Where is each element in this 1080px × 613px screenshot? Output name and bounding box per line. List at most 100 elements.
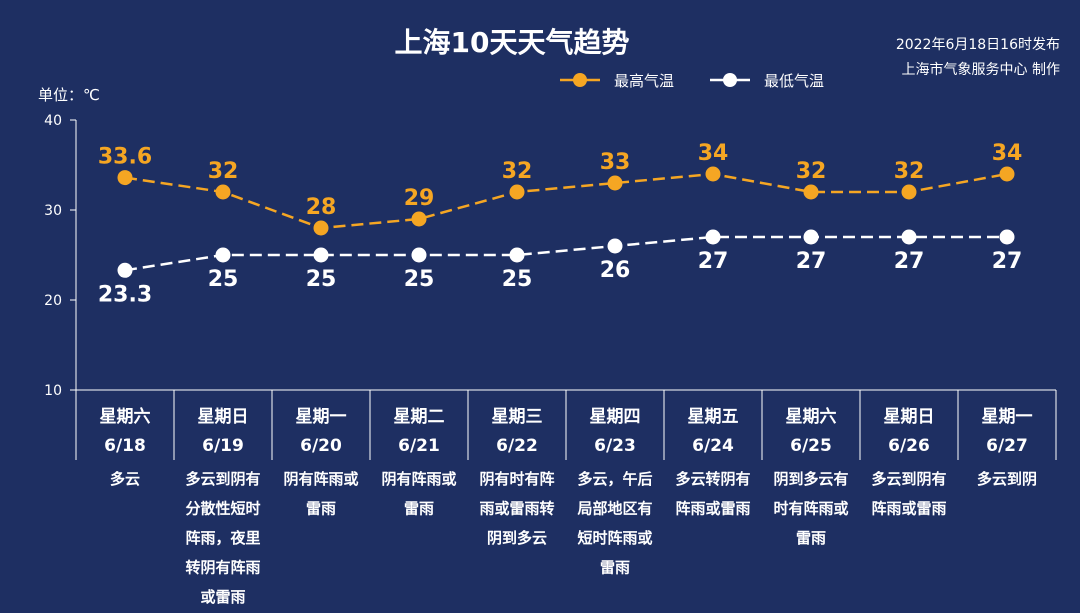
data-label-low: 25 xyxy=(502,267,533,292)
legend-item-high: 最高气温 xyxy=(560,72,674,90)
data-label-low: 25 xyxy=(208,267,239,292)
weather-description: 雷雨 xyxy=(306,500,336,518)
data-point-low xyxy=(313,247,329,263)
data-label-low: 26 xyxy=(600,258,631,283)
data-label-high: 29 xyxy=(404,186,435,211)
weekday-label: 星期一 xyxy=(296,407,347,427)
series-line-high xyxy=(124,172,1008,230)
data-label-low: 23.3 xyxy=(98,282,152,307)
data-label-high: 33 xyxy=(600,150,631,175)
date-label: 6/20 xyxy=(300,436,342,456)
data-label-low: 25 xyxy=(404,267,435,292)
date-label: 6/19 xyxy=(202,436,244,456)
data-point-high xyxy=(313,220,329,236)
data-label-high: 34 xyxy=(698,141,729,166)
y-tick-label: 20 xyxy=(44,293,62,309)
y-tick-label: 10 xyxy=(44,383,62,399)
legend-marker-low xyxy=(723,73,737,87)
data-point-high xyxy=(509,184,525,200)
weather-description: 分散性短时 xyxy=(185,500,260,518)
weather-description: 阴到多云 xyxy=(487,529,547,547)
data-point-low xyxy=(509,247,525,263)
data-label-low: 27 xyxy=(698,249,729,274)
weekday-label: 星期一 xyxy=(982,407,1033,427)
weather-description: 阵雨，夜里 xyxy=(185,529,260,547)
weather-description: 阴有阵雨或 xyxy=(381,470,456,488)
data-label-low: 27 xyxy=(796,249,827,274)
weather-description: 雨或雷雨转 xyxy=(479,500,554,518)
weather-description: 雷雨 xyxy=(600,559,630,577)
data-label-high: 32 xyxy=(894,159,925,184)
data-label-high: 34 xyxy=(992,141,1023,166)
date-label: 6/24 xyxy=(692,436,734,456)
data-point-high xyxy=(607,175,623,191)
series-line-low xyxy=(124,235,1007,272)
weather-description: 阵雨或雷雨 xyxy=(871,500,946,518)
y-tick-label: 40 xyxy=(44,113,62,129)
date-label: 6/21 xyxy=(398,436,440,456)
data-label-low: 25 xyxy=(306,267,337,292)
weather-description: 局部地区有 xyxy=(576,500,652,518)
date-label: 6/23 xyxy=(594,436,636,456)
weather-description: 短时阵雨或 xyxy=(577,529,652,547)
weather-description: 时有阵雨或 xyxy=(773,500,848,518)
weather-description: 雷雨 xyxy=(796,529,826,547)
data-point-high xyxy=(803,184,819,200)
weekday-label: 星期二 xyxy=(394,407,445,427)
data-point-low xyxy=(215,247,231,263)
data-point-high xyxy=(215,184,231,200)
legend: 最高气温 最低气温 xyxy=(560,72,824,90)
weather-description: 多云，午后 xyxy=(577,470,652,488)
weather-description: 多云转阴有 xyxy=(675,470,750,488)
data-point-high xyxy=(411,211,427,227)
weekday-label: 星期日 xyxy=(198,407,249,427)
date-label: 6/18 xyxy=(104,436,146,456)
legend-marker-high xyxy=(573,73,587,87)
axes: 10 20 30 40 xyxy=(44,113,1057,460)
data-label-high: 33.6 xyxy=(98,145,152,170)
data-label-high: 32 xyxy=(796,159,827,184)
legend-item-low: 最低气温 xyxy=(710,72,824,90)
data-point-low xyxy=(705,229,721,245)
data-point-high xyxy=(999,166,1015,182)
data-point-low xyxy=(411,247,427,263)
weekday-label: 星期六 xyxy=(100,406,151,427)
weather-description: 阴有阵雨或 xyxy=(283,470,358,488)
data-point-low xyxy=(607,238,623,254)
data-label-low: 27 xyxy=(894,249,925,274)
weather-description: 多云到阴有 xyxy=(185,470,260,488)
data-label-high: 32 xyxy=(502,159,533,184)
chart-title: 上海10天天气趋势 xyxy=(395,26,630,59)
data-point-low xyxy=(803,229,819,245)
weekday-label: 星期日 xyxy=(884,407,935,427)
data-label-low: 27 xyxy=(992,249,1023,274)
data-point-low xyxy=(999,229,1015,245)
weekday-label: 星期四 xyxy=(590,407,641,427)
legend-label-high: 最高气温 xyxy=(614,72,674,90)
weather-description: 或雷雨 xyxy=(200,588,245,606)
weekday-label: 星期六 xyxy=(786,406,837,427)
data-point-high xyxy=(117,170,133,186)
date-label: 6/27 xyxy=(986,436,1028,456)
date-label: 6/26 xyxy=(888,436,930,456)
weather-description: 雷雨 xyxy=(404,500,434,518)
weather-description: 阴到多云有 xyxy=(773,470,848,488)
y-tick-label: 30 xyxy=(44,203,62,219)
weather-description: 阵雨或雷雨 xyxy=(675,500,750,518)
weekday-label: 星期五 xyxy=(688,407,739,427)
weather-description: 多云到阴 xyxy=(977,470,1037,488)
weekday-label: 星期三 xyxy=(492,407,543,427)
data-point-high xyxy=(705,166,721,182)
data-point-low xyxy=(117,262,133,278)
publisher: 上海市气象服务中心 制作 xyxy=(902,61,1060,78)
plot-area: 33.6 32 28 29 32 33 34 32 32 34 23.3 25 25 25 25 26 27 27… xyxy=(98,141,1022,307)
date-label: 6/25 xyxy=(790,436,832,456)
date-label: 6/22 xyxy=(496,436,538,456)
unit-label: 单位：℃ xyxy=(38,86,100,104)
weather-description: 多云 xyxy=(110,470,140,488)
weather-description: 阴有时有阵 xyxy=(479,470,554,488)
weather-description: 转阴有阵雨 xyxy=(185,559,260,577)
publish-time: 2022年6月18日16时发布 xyxy=(896,37,1060,53)
